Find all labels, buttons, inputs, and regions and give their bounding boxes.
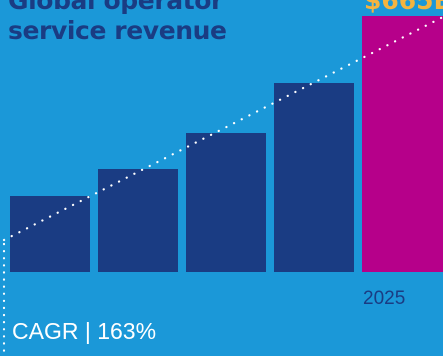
- highlight-value-label: $665B: [364, 0, 443, 15]
- bar-1: [10, 196, 90, 272]
- category-label-2025: 2025: [363, 288, 406, 309]
- bar-2: [98, 169, 178, 272]
- chart-title-line-1: Global operator: [8, 0, 223, 15]
- chart-title-line-2: service revenue: [8, 16, 227, 45]
- cagr-label: CAGR | 163%: [12, 318, 157, 344]
- bar-4: [274, 83, 354, 272]
- bar-group: [10, 16, 443, 272]
- bar-highlight-2025: [362, 16, 443, 272]
- bar-3: [186, 133, 266, 272]
- chart-title: Global operator service revenue: [8, 0, 227, 46]
